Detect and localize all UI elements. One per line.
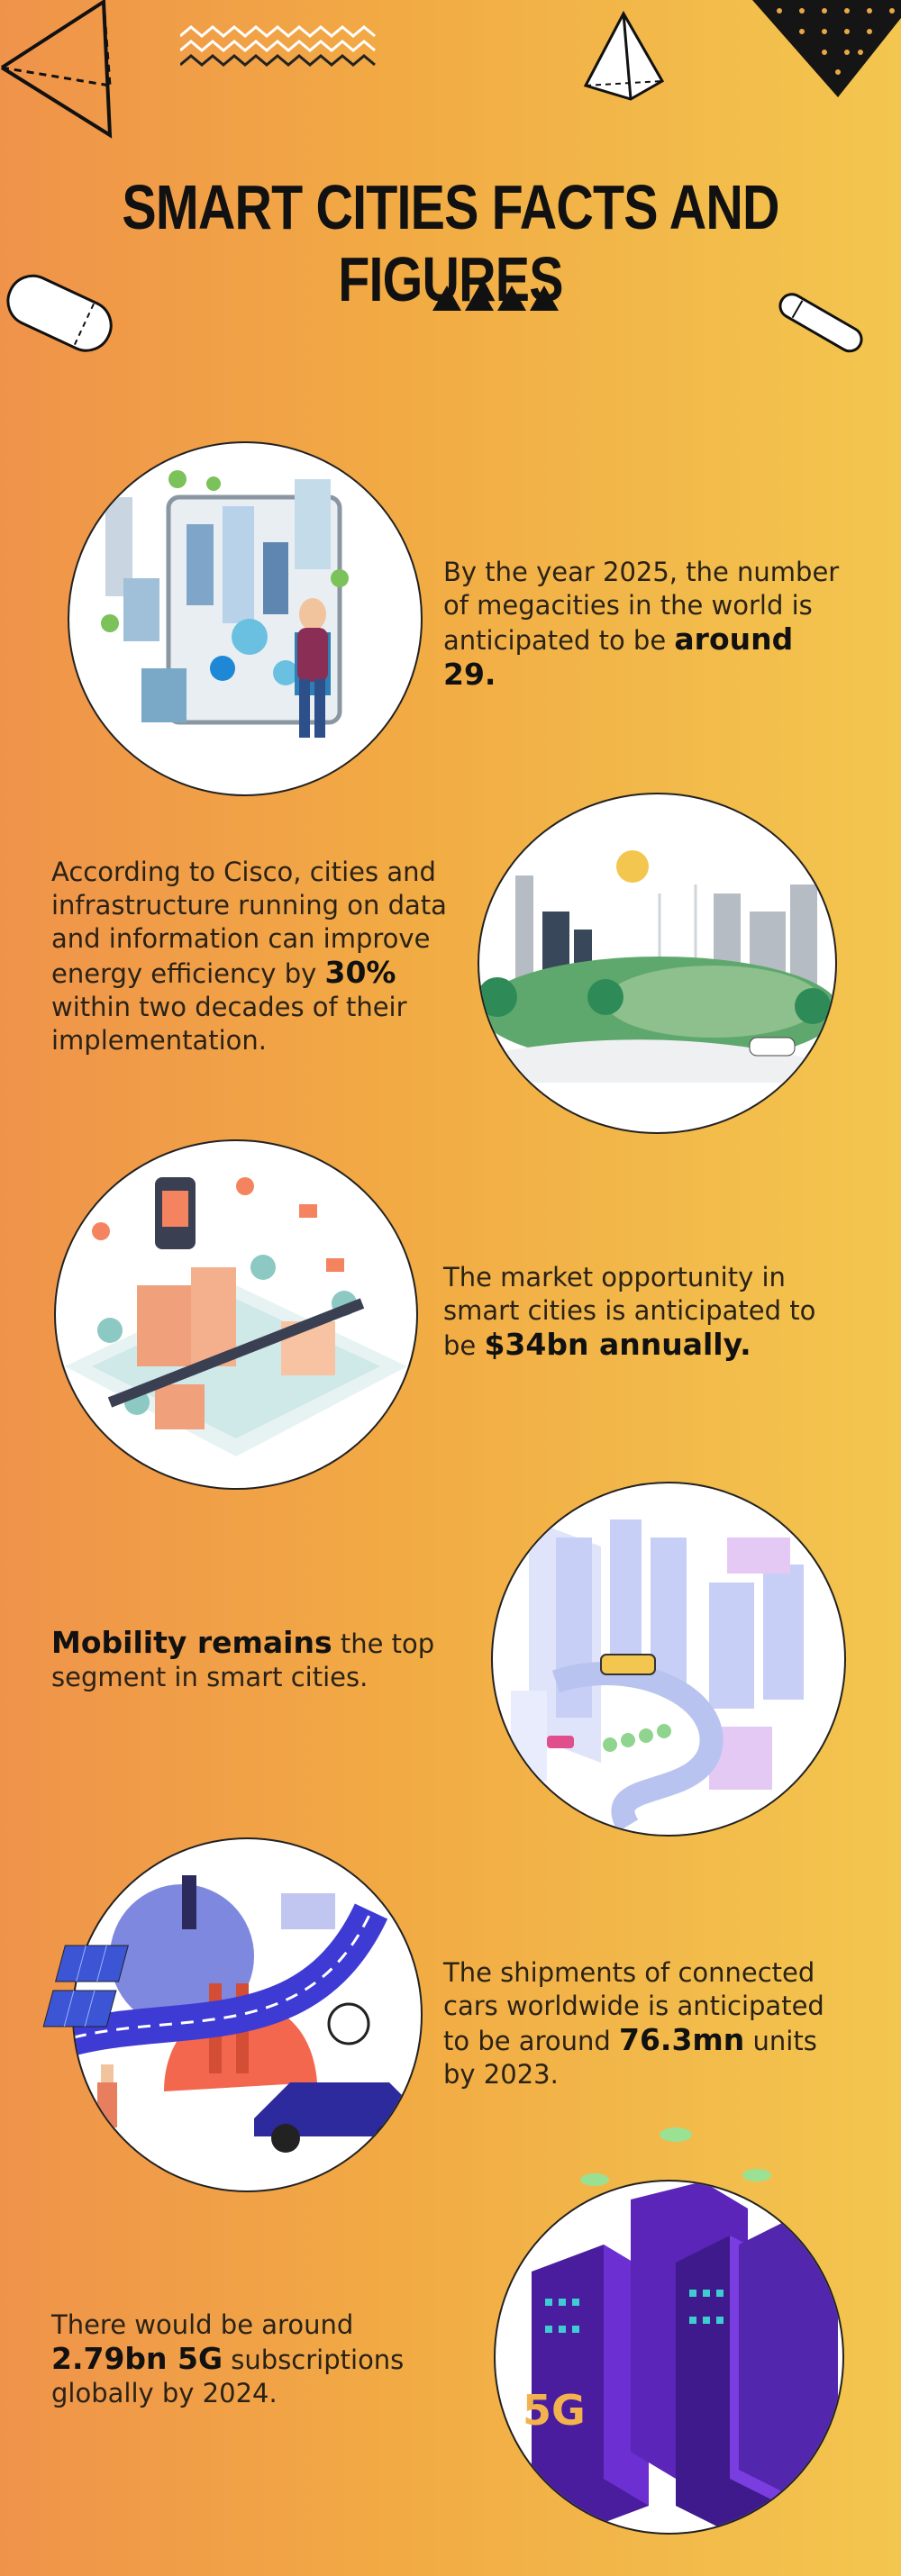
fact-text-2: According to Cisco, cities and infrastru…: [51, 857, 447, 1056]
5g-label: 5G: [523, 2386, 586, 2435]
energy-city-illustration: [478, 793, 837, 1134]
pyramid-outline-icon: [0, 0, 113, 139]
capsule-decoration: [6, 274, 113, 352]
signal-icons: [580, 2127, 771, 2186]
mobility-illustration: [491, 1482, 846, 1837]
triangles-decoration: [432, 286, 559, 311]
fact-text-6: There would be around 2.79bn 5G subscrip…: [51, 2309, 405, 2408]
connected-cars-illustration: [72, 1837, 423, 2192]
zigzag-decoration: [180, 25, 376, 67]
megacities-illustration: [68, 441, 423, 796]
capsule-decoration-small: [778, 293, 863, 353]
page-title: SMART CITIES FACTS AND FIGURES: [122, 172, 779, 314]
pyramid-icon: [583, 10, 665, 101]
fact-text-5: The shipments of connected cars worldwid…: [443, 1957, 824, 2090]
fact-text-1: By the year 2025, the number of megaciti…: [443, 557, 840, 692]
smart-city-market-illustration: [54, 1139, 418, 1490]
fact-text-4: Mobility remains the top segment in smar…: [51, 1625, 435, 1692]
solar-panel-icon: [42, 1945, 129, 2027]
dotted-triangle-decoration: [752, 0, 901, 97]
5g-illustration: 5G: [494, 2180, 844, 2535]
fact-text-3: The market opportunity in smart cities i…: [443, 1262, 816, 1362]
